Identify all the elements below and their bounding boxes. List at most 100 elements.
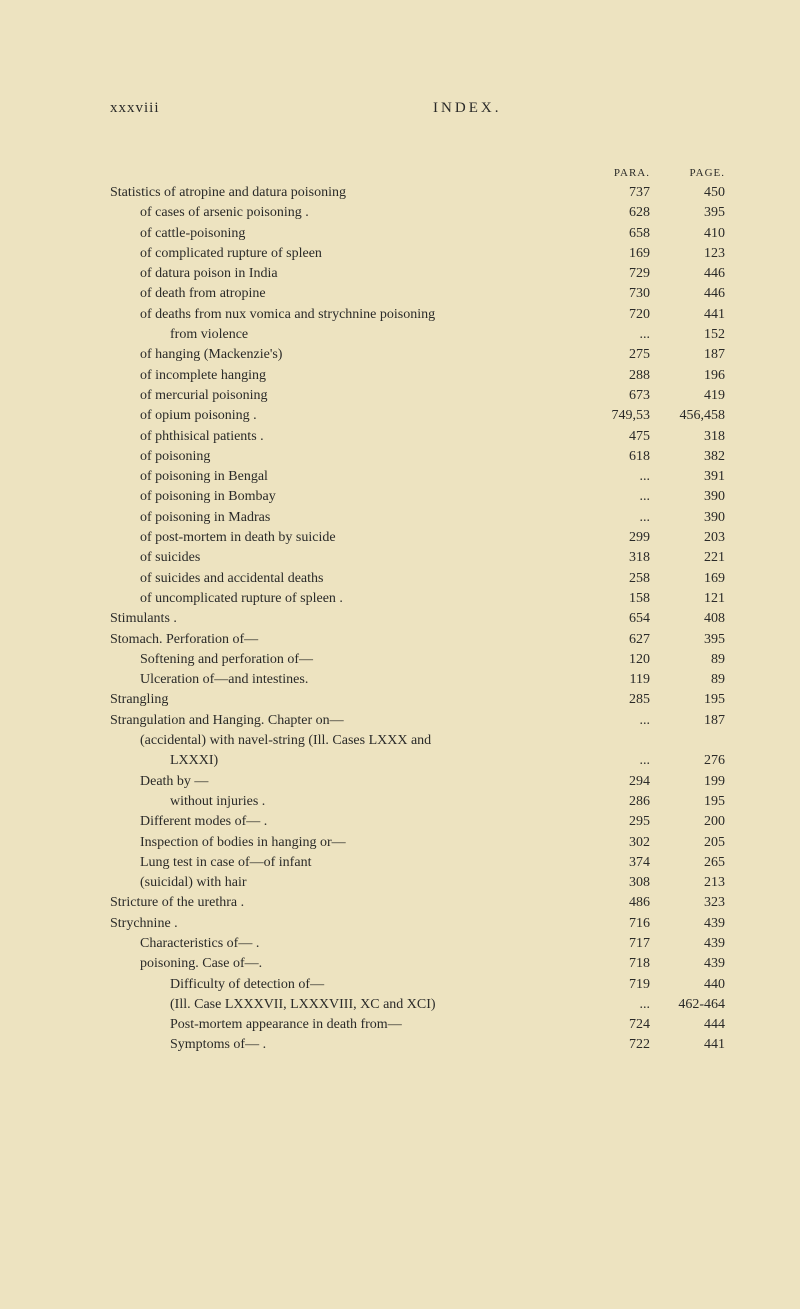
entry-para: 618 — [580, 447, 650, 467]
entry-page: 276 — [650, 751, 725, 771]
index-entry: of hanging (Mackenzie's)275187 — [110, 345, 725, 365]
index-entry: Post-mortem appearance in death from—724… — [110, 1015, 725, 1035]
entry-label: Stimulants . — [110, 609, 580, 629]
index-entry: of post-mortem in death by suicide299203 — [110, 528, 725, 548]
entry-page: 439 — [650, 954, 725, 974]
entry-para: 318 — [580, 548, 650, 568]
index-entry: Stimulants .654408 — [110, 609, 725, 629]
entry-para: ... — [580, 508, 650, 528]
index-entry: of uncomplicated rupture of spleen .1581… — [110, 589, 725, 609]
entry-para: ... — [580, 487, 650, 507]
entry-page: 121 — [650, 589, 725, 609]
entry-para: 730 — [580, 284, 650, 304]
index-entry: (suicidal) with hair308213 — [110, 873, 725, 893]
col-header-para: PARA. — [580, 167, 650, 179]
entries-container: Statistics of atropine and datura poison… — [110, 183, 725, 1056]
entry-para: 120 — [580, 650, 650, 670]
entry-para: ... — [580, 995, 650, 1015]
entry-para: 285 — [580, 690, 650, 710]
entry-page: 439 — [650, 934, 725, 954]
index-entry: Strangling285195 — [110, 690, 725, 710]
entry-label: Death by — — [110, 772, 580, 792]
entry-para: 475 — [580, 427, 650, 447]
entry-para: 720 — [580, 305, 650, 325]
entry-para: 729 — [580, 264, 650, 284]
entry-para: 288 — [580, 366, 650, 386]
entry-label: of hanging (Mackenzie's) — [110, 345, 580, 365]
entry-label: Ulceration of—and intestines. — [110, 670, 580, 690]
index-entry: Statistics of atropine and datura poison… — [110, 183, 725, 203]
entry-label: of datura poison in India — [110, 264, 580, 284]
entry-page: 440 — [650, 975, 725, 995]
entry-page: 152 — [650, 325, 725, 345]
entry-page: 89 — [650, 670, 725, 690]
entry-para: 673 — [580, 386, 650, 406]
index-entry: LXXXI)...276 — [110, 751, 725, 771]
entry-label: Strangling — [110, 690, 580, 710]
index-entry: Strangulation and Hanging. Chapter on—..… — [110, 711, 725, 731]
entry-label: of poisoning — [110, 447, 580, 467]
entry-label: Symptoms of— . — [110, 1035, 580, 1055]
entry-para: 718 — [580, 954, 650, 974]
entry-page: 169 — [650, 569, 725, 589]
index-entry: (Ill. Case LXXXVII, LXXXVIII, XC and XCI… — [110, 995, 725, 1015]
entry-para: 299 — [580, 528, 650, 548]
entry-page: 439 — [650, 914, 725, 934]
entry-label: of deaths from nux vomica and strychnine… — [110, 305, 580, 325]
index-entry: of cases of arsenic poisoning .628395 — [110, 203, 725, 223]
entry-para: 169 — [580, 244, 650, 264]
entry-page: 390 — [650, 508, 725, 528]
entry-label: of cases of arsenic poisoning . — [110, 203, 580, 223]
entry-para: ... — [580, 325, 650, 345]
entry-page: 446 — [650, 284, 725, 304]
entry-label: from violence — [110, 325, 580, 345]
index-entry: without injuries .286195 — [110, 792, 725, 812]
entry-page: 187 — [650, 345, 725, 365]
entry-page: 205 — [650, 833, 725, 853]
entry-para: 158 — [580, 589, 650, 609]
entry-label: of cattle-poisoning — [110, 224, 580, 244]
entry-label: without injuries . — [110, 792, 580, 812]
entry-para: 737 — [580, 183, 650, 203]
index-entry: of mercurial poisoning673419 — [110, 386, 725, 406]
entry-page: 89 — [650, 650, 725, 670]
index-entry: of datura poison in India729446 — [110, 264, 725, 284]
entry-label: Strychnine . — [110, 914, 580, 934]
entry-label: Stricture of the urethra . — [110, 893, 580, 913]
entry-page: 195 — [650, 792, 725, 812]
entry-label: of suicides and accidental deaths — [110, 569, 580, 589]
page-header: xxxviii INDEX. — [110, 100, 725, 117]
index-entry: of deaths from nux vomica and strychnine… — [110, 305, 725, 325]
index-entry: of phthisical patients .475318 — [110, 427, 725, 447]
index-entry: of poisoning in Bombay...390 — [110, 487, 725, 507]
index-entry: Inspection of bodies in hanging or—30220… — [110, 833, 725, 853]
entry-page: 395 — [650, 203, 725, 223]
entry-label: of suicides — [110, 548, 580, 568]
entry-label: LXXXI) — [110, 751, 580, 771]
index-entry: of cattle-poisoning658410 — [110, 224, 725, 244]
index-entry: of suicides and accidental deaths258169 — [110, 569, 725, 589]
entry-para: 486 — [580, 893, 650, 913]
entry-label: of complicated rupture of spleen — [110, 244, 580, 264]
index-entry: Symptoms of— .722441 — [110, 1035, 725, 1055]
column-headers: PARA. PAGE. — [110, 167, 725, 179]
entry-para: 119 — [580, 670, 650, 690]
entry-label: Different modes of— . — [110, 812, 580, 832]
page-number: xxxviii — [110, 100, 160, 117]
entry-page: 395 — [650, 630, 725, 650]
entry-page: 419 — [650, 386, 725, 406]
entry-para: 749,53 — [580, 406, 650, 426]
entry-label: of incomplete hanging — [110, 366, 580, 386]
entry-label: Difficulty of detection of— — [110, 975, 580, 995]
entry-label: Softening and perforation of— — [110, 650, 580, 670]
entry-para: 258 — [580, 569, 650, 589]
index-entry: Softening and perforation of—12089 — [110, 650, 725, 670]
entry-label: (Ill. Case LXXXVII, LXXXVIII, XC and XCI… — [110, 995, 580, 1015]
entry-page: 203 — [650, 528, 725, 548]
entry-label: Inspection of bodies in hanging or— — [110, 833, 580, 853]
entry-label: Stomach. Perforation of— — [110, 630, 580, 650]
index-entry: (accidental) with navel-string (Ill. Cas… — [110, 731, 725, 751]
entry-label: Statistics of atropine and datura poison… — [110, 183, 580, 203]
entry-label: poisoning. Case of—. — [110, 954, 580, 974]
entry-page: 323 — [650, 893, 725, 913]
